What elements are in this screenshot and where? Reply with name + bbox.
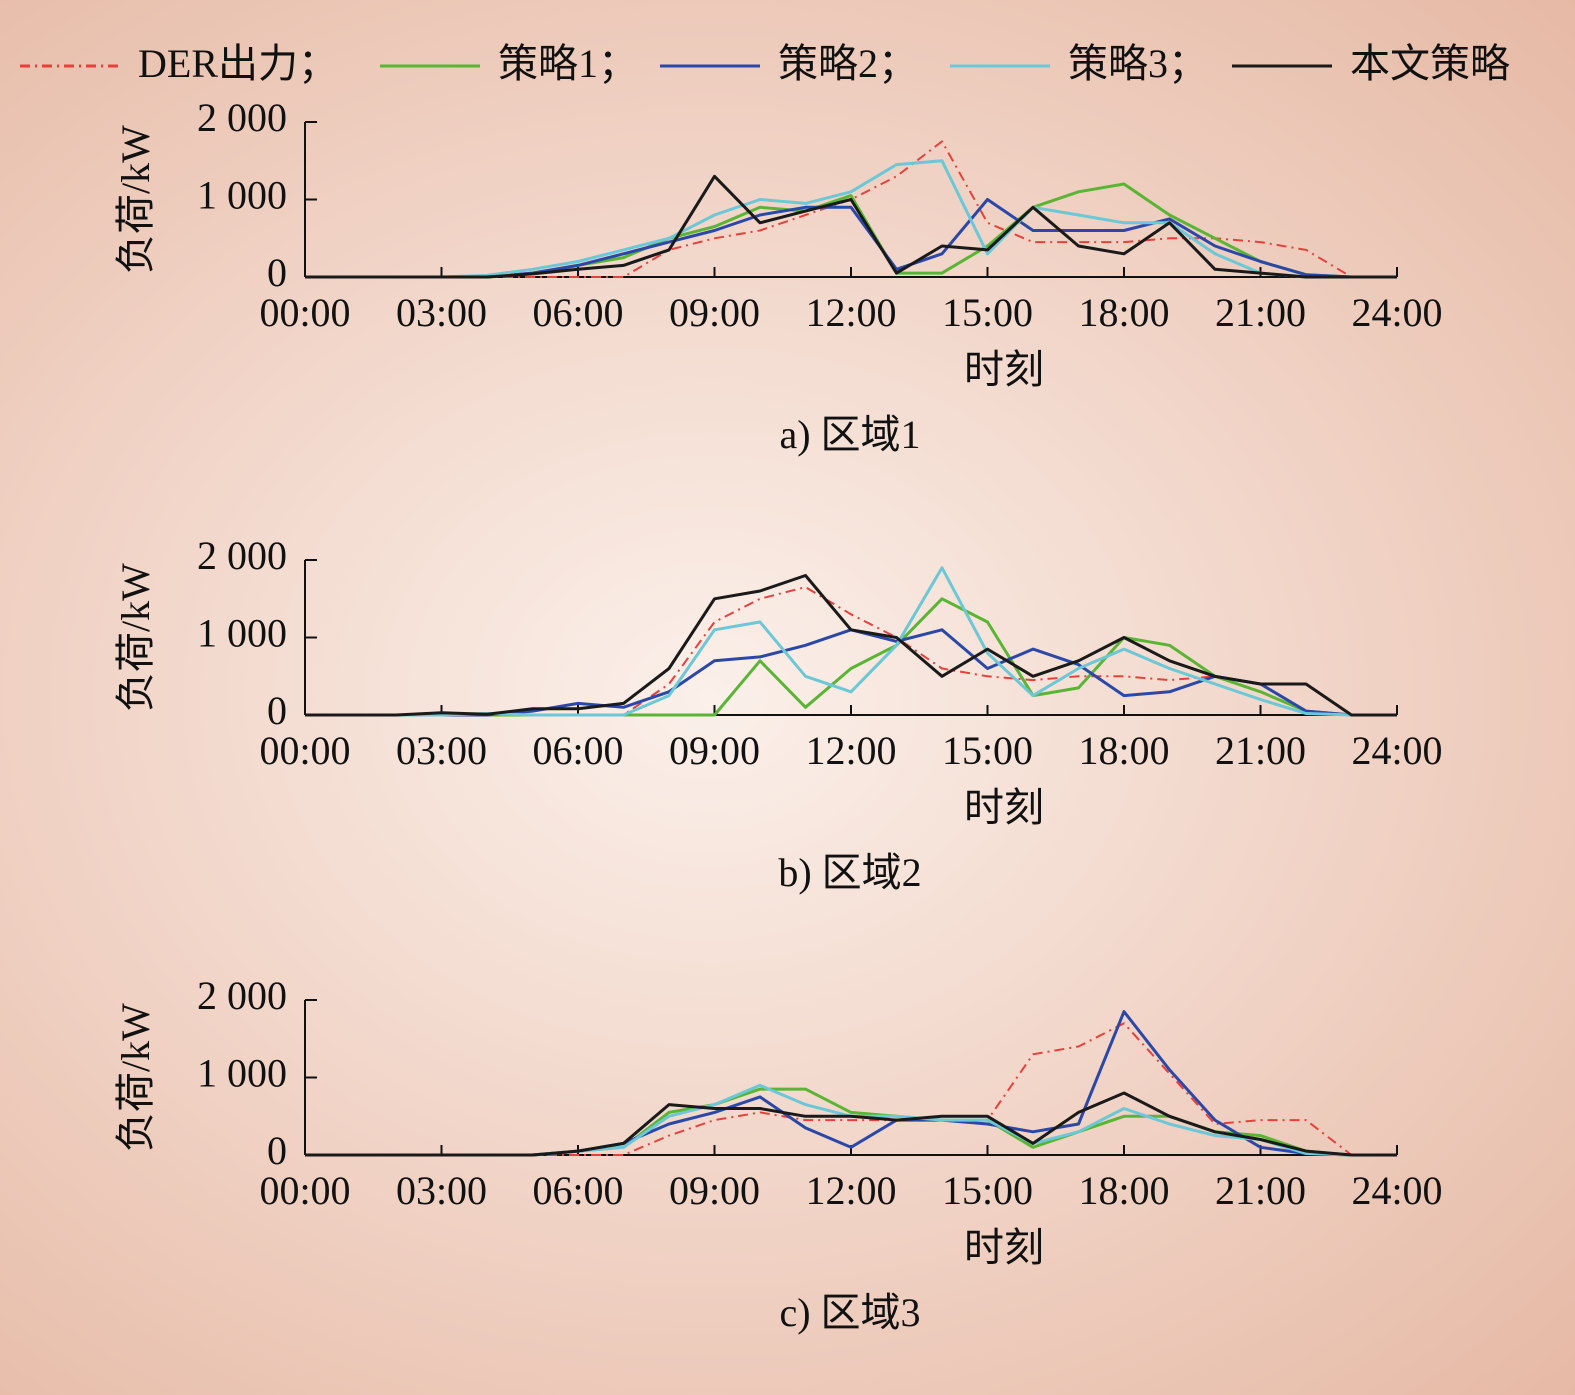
x-tick-label: 03:00 xyxy=(396,1168,487,1213)
x-tick-label: 21:00 xyxy=(1215,728,1306,773)
x-axis-title: 时刻 xyxy=(964,785,1044,830)
legend-label: 策略1； xyxy=(498,41,638,86)
series-line xyxy=(305,597,1397,717)
x-tick-label: 06:00 xyxy=(532,728,623,773)
series-line xyxy=(305,159,1397,279)
legend-label: 策略3； xyxy=(1068,41,1208,86)
x-tick-label: 00:00 xyxy=(259,290,350,335)
y-tick-label: 2 000 xyxy=(197,95,287,140)
legend-label: DER出力； xyxy=(138,41,338,86)
x-tick-label: 03:00 xyxy=(396,728,487,773)
x-tick-label: 12:00 xyxy=(805,728,896,773)
series-line xyxy=(305,174,1397,279)
x-tick-label: 18:00 xyxy=(1078,728,1169,773)
x-tick-label: 03:00 xyxy=(396,290,487,335)
x-tick-label: 09:00 xyxy=(669,290,760,335)
x-tick-label: 06:00 xyxy=(532,1168,623,1213)
series-line xyxy=(305,1091,1397,1157)
y-axis-title: 负荷/kW xyxy=(113,563,158,712)
x-tick-label: 09:00 xyxy=(669,728,760,773)
legend-label: 本文策略 xyxy=(1350,41,1510,86)
y-tick-label: 0 xyxy=(267,250,287,295)
x-tick-label: 06:00 xyxy=(532,290,623,335)
x-tick-label: 18:00 xyxy=(1078,290,1169,335)
x-tick-label: 12:00 xyxy=(805,1168,896,1213)
y-tick-label: 1 000 xyxy=(197,173,287,218)
caption: b) 区域2 xyxy=(778,850,921,895)
x-tick-label: 24:00 xyxy=(1351,1168,1442,1213)
x-tick-label: 15:00 xyxy=(942,1168,1033,1213)
x-tick-label: 12:00 xyxy=(805,290,896,335)
x-tick-label: 21:00 xyxy=(1215,290,1306,335)
x-axis-title: 时刻 xyxy=(964,347,1044,392)
x-tick-label: 00:00 xyxy=(259,1168,350,1213)
x-axis-title: 时刻 xyxy=(964,1225,1044,1270)
x-tick-label: 24:00 xyxy=(1351,290,1442,335)
series-line xyxy=(305,198,1397,279)
series-line xyxy=(305,586,1397,716)
legend-label: 策略2； xyxy=(778,41,918,86)
caption: a) 区域1 xyxy=(779,412,920,457)
y-tick-label: 1 000 xyxy=(197,1051,287,1096)
x-tick-label: 09:00 xyxy=(669,1168,760,1213)
y-tick-label: 1 000 xyxy=(197,611,287,656)
y-tick-label: 0 xyxy=(267,1128,287,1173)
caption: c) 区域3 xyxy=(779,1290,920,1335)
x-tick-label: 00:00 xyxy=(259,728,350,773)
y-tick-label: 2 000 xyxy=(197,973,287,1018)
y-axis-title: 负荷/kW xyxy=(113,125,158,274)
x-tick-label: 21:00 xyxy=(1215,1168,1306,1213)
series-line xyxy=(305,628,1397,717)
y-axis-title: 负荷/kW xyxy=(113,1003,158,1152)
series-line xyxy=(305,574,1397,717)
series-line xyxy=(305,566,1397,717)
x-tick-label: 15:00 xyxy=(942,290,1033,335)
x-tick-label: 18:00 xyxy=(1078,1168,1169,1213)
y-tick-label: 0 xyxy=(267,688,287,733)
y-tick-label: 2 000 xyxy=(197,533,287,578)
x-tick-label: 24:00 xyxy=(1351,728,1442,773)
x-tick-label: 15:00 xyxy=(942,728,1033,773)
